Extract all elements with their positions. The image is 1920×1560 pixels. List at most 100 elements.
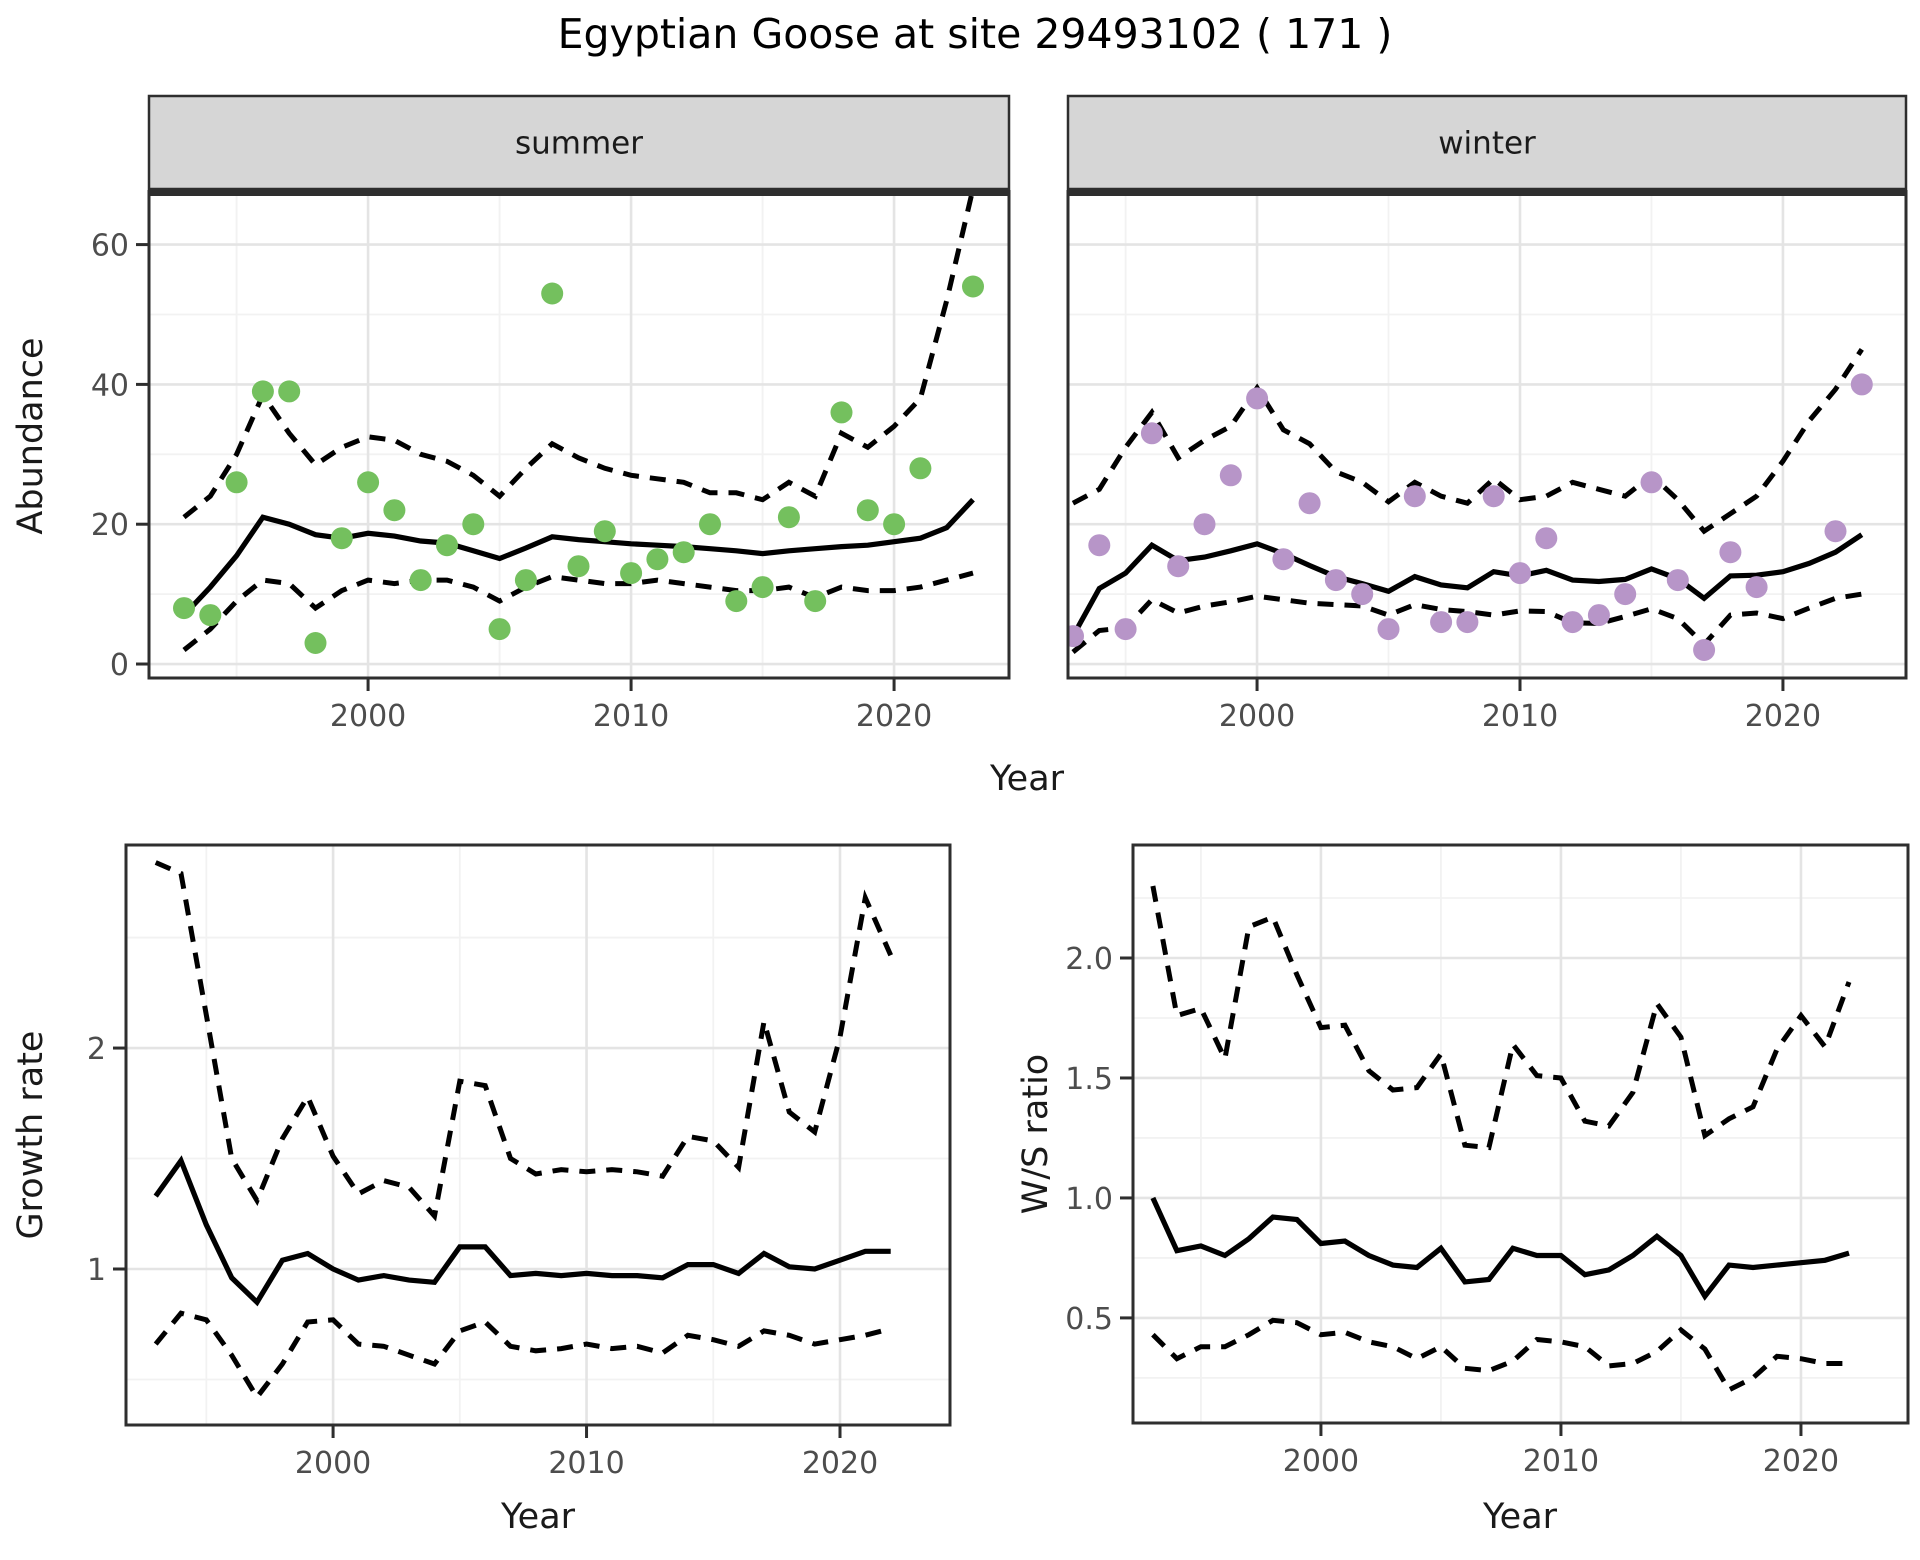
data-point <box>1509 562 1531 585</box>
data-point <box>1377 618 1400 641</box>
panel-background <box>149 193 1009 678</box>
ws-year-axis-title: Year <box>1482 1497 1558 1537</box>
y-tick-label: 0 <box>110 648 129 683</box>
data-point <box>962 275 984 298</box>
data-point <box>1693 639 1716 661</box>
x-tick-label: 2010 <box>548 1446 624 1481</box>
facet-strip-label: summer <box>515 126 643 162</box>
ci-lower-line <box>182 570 974 652</box>
data-point <box>1850 373 1873 396</box>
data-point <box>199 604 222 627</box>
growth-rate-axis-title: Growth rate <box>11 1031 51 1240</box>
fit-line <box>182 497 975 617</box>
data-point <box>1193 513 1216 536</box>
facet-strip-label: winter <box>1438 126 1536 162</box>
data-point <box>436 534 458 557</box>
y-tick-label: 60 <box>91 229 129 264</box>
data-point <box>1351 583 1374 606</box>
data-point <box>777 506 800 529</box>
facet-strip <box>1066 94 1908 191</box>
panel-background <box>1068 193 1906 678</box>
x-tick-label: 2000 <box>1283 1444 1359 1479</box>
x-tick-label: 2020 <box>1763 1444 1839 1479</box>
data-point <box>1587 604 1610 627</box>
data-point <box>1167 555 1190 578</box>
panel-border <box>1131 843 1910 1425</box>
data-point <box>909 457 932 480</box>
y-tick-label: 20 <box>91 508 129 543</box>
y-tick-label: 1.0 <box>1065 1182 1113 1217</box>
data-point <box>1824 520 1847 543</box>
data-point <box>856 499 879 522</box>
panel-abundance-summer: summer 2000 2010 2020 0 20 40 60 <box>91 94 1011 734</box>
x-tick-label: 2010 <box>593 699 669 734</box>
panel-background <box>126 845 950 1425</box>
panel-background <box>1133 845 1908 1423</box>
data-point <box>804 590 827 613</box>
data-point <box>462 513 485 536</box>
data-point <box>1324 569 1347 592</box>
data-point <box>409 569 432 592</box>
data-point <box>1745 576 1768 599</box>
data-point <box>672 541 695 564</box>
data-point <box>1140 422 1163 445</box>
data-point <box>1068 625 1084 648</box>
ci-lower-line <box>153 1310 892 1402</box>
data-point <box>883 513 906 536</box>
data-point <box>383 499 406 522</box>
data-point <box>1614 583 1637 606</box>
series-layer <box>153 860 893 1402</box>
data-point <box>1114 618 1137 641</box>
data-point <box>1246 387 1269 410</box>
ws-ratio-axis-title: W/S ratio <box>1016 1054 1056 1214</box>
data-point <box>1456 611 1479 634</box>
data-point <box>1666 569 1689 592</box>
growth-year-axis-title: Year <box>500 1497 576 1537</box>
data-point <box>173 597 195 620</box>
data-point <box>357 471 380 494</box>
x-tick-label: 2010 <box>1523 1444 1599 1479</box>
data-point <box>567 555 590 578</box>
fit-line <box>153 1155 891 1307</box>
abundance-axis-title: Abundance <box>11 337 51 534</box>
x-tick-label: 2020 <box>856 699 932 734</box>
data-point <box>725 590 748 613</box>
data-point <box>620 562 643 585</box>
x-tick-label: 2000 <box>1219 699 1295 734</box>
panel-border <box>124 843 952 1427</box>
data-point <box>1719 541 1742 564</box>
data-point <box>699 513 721 536</box>
data-point <box>278 380 301 403</box>
panel-ws-ratio: 2000 2010 2020 0.5 1.0 1.5 2.0 <box>1065 843 1910 1479</box>
data-point <box>251 380 274 403</box>
ci-upper-line <box>182 193 975 520</box>
panel-abundance-winter: winter 2000 2010 2020 <box>1066 94 1908 734</box>
ci-lower-line <box>1071 591 1863 655</box>
series-layer <box>173 193 984 654</box>
data-point <box>1219 464 1242 487</box>
data-point <box>751 576 774 599</box>
data-point <box>1482 485 1505 508</box>
y-tick-label: 2.0 <box>1065 942 1113 977</box>
y-tick-label: 2 <box>87 1032 106 1067</box>
fit-line <box>1070 532 1864 638</box>
data-point <box>593 520 616 543</box>
ci-lower-line <box>1151 1317 1849 1394</box>
top-year-axis-title: Year <box>989 759 1065 799</box>
data-point <box>1272 548 1295 571</box>
data-point <box>304 632 327 654</box>
data-point <box>1430 611 1453 634</box>
x-tick-label: 2020 <box>1745 699 1821 734</box>
data-point <box>330 527 353 550</box>
y-tick-label: 1.5 <box>1065 1062 1113 1097</box>
data-point <box>1535 527 1558 550</box>
data-point <box>1088 534 1111 557</box>
figure-title: Egyptian Goose at site 29493102 ( 171 ) <box>558 10 1393 58</box>
x-tick-label: 2020 <box>802 1446 878 1481</box>
data-point <box>646 548 669 571</box>
data-point <box>1640 471 1663 494</box>
ci-upper-line <box>1071 348 1864 535</box>
series-layer <box>1150 885 1852 1394</box>
